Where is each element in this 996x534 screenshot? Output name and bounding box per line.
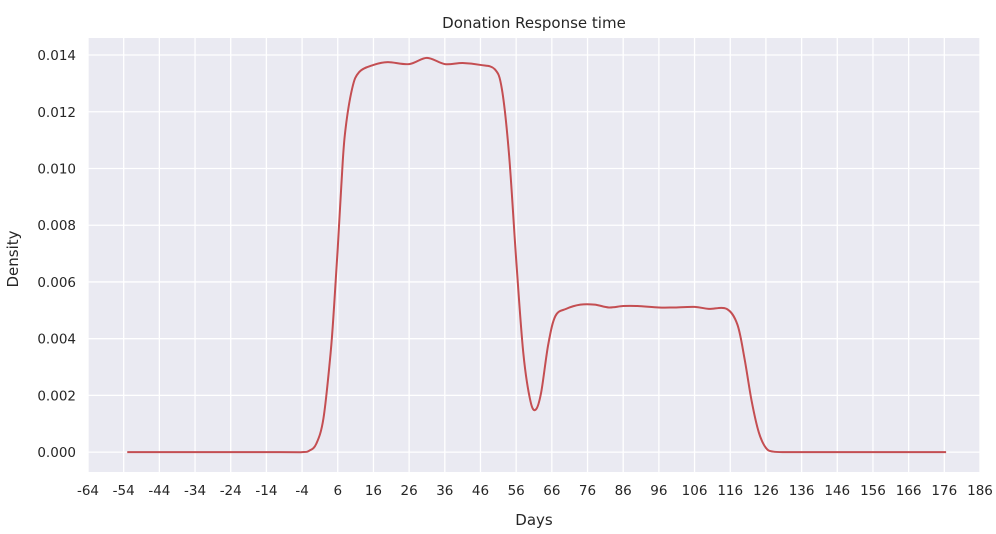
x-tick-label: 86: [615, 483, 632, 499]
x-tick-label: 176: [931, 483, 957, 499]
density-line: [127, 56, 947, 454]
y-axis-ticks: 0.000 0.002 0.004 0.006 0.008 0.010 0.012 0.014: [37, 48, 76, 461]
x-tick-label: 16: [365, 483, 382, 499]
x-tick-label: 96: [650, 483, 667, 499]
x-tick-label: 106: [682, 483, 708, 499]
plot-area: [88, 38, 980, 472]
x-tick-label: -24: [220, 483, 242, 499]
y-tick-label: 0.002: [37, 388, 76, 404]
y-tick-label: 0.006: [37, 275, 76, 291]
x-tick-label: 26: [401, 483, 418, 499]
x-axis-label: Days: [515, 511, 553, 529]
x-tick-label: 126: [753, 483, 779, 499]
x-tick-label: 6: [333, 483, 342, 499]
x-tick-label: -54: [113, 483, 135, 499]
x-tick-label: 116: [717, 483, 743, 499]
x-tick-label: -34: [184, 483, 206, 499]
x-tick-label: 56: [508, 483, 525, 499]
chart-title: Donation Response time: [442, 14, 626, 32]
x-tick-label: -4: [295, 483, 308, 499]
x-tick-label: 46: [472, 483, 489, 499]
x-tick-label: 66: [543, 483, 560, 499]
y-tick-label: 0.012: [37, 105, 76, 121]
series-layer: [127, 56, 947, 454]
x-tick-label: -44: [148, 483, 170, 499]
y-tick-label: 0.014: [37, 48, 76, 64]
x-tick-label: 156: [860, 483, 886, 499]
x-tick-label: 136: [789, 483, 815, 499]
y-axis-label: Density: [4, 230, 22, 287]
y-tick-label: 0.008: [37, 218, 76, 234]
x-tick-label: 146: [824, 483, 850, 499]
x-tick-label: 76: [579, 483, 596, 499]
x-tick-label: 36: [436, 483, 453, 499]
x-axis-ticks: -64 -54 -44 -34 -24 -14 -4 6 16 26 36 46 56 66 76 86 96 1…: [77, 483, 993, 499]
y-tick-label: 0.004: [37, 332, 76, 348]
y-tick-label: 0.000: [37, 445, 76, 461]
x-tick-label: -14: [255, 483, 277, 499]
x-tick-label: 186: [967, 483, 993, 499]
y-tick-label: 0.010: [37, 161, 76, 177]
x-tick-label: -64: [77, 483, 99, 499]
x-tick-label: 166: [896, 483, 922, 499]
